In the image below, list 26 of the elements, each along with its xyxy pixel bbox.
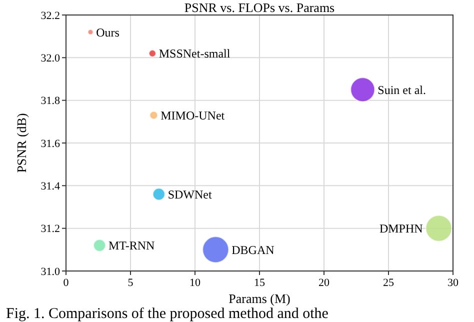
y-tick-label: 31.0 xyxy=(40,266,60,278)
series-label: Ours xyxy=(96,25,120,40)
chart-title: PSNR vs. FLOPs vs. Params xyxy=(184,0,335,15)
x-tick-label: 20 xyxy=(318,277,330,289)
y-tick-label: 31.2 xyxy=(40,223,60,236)
y-tick-label: 32.0 xyxy=(40,52,60,65)
x-tick-label: 15 xyxy=(254,277,266,289)
x-tick-label: 25 xyxy=(383,277,394,289)
x-tick-label: 10 xyxy=(190,277,201,289)
y-tick-label: 31.4 xyxy=(40,180,60,193)
series-label: DMPHN xyxy=(379,222,424,236)
series-label: SDWNet xyxy=(168,187,212,202)
series-label: MSSNet-small xyxy=(158,46,231,61)
series-label: DBGAN xyxy=(232,242,275,257)
x-tick-label: 0 xyxy=(63,277,70,289)
y-tick-label: 31.6 xyxy=(40,138,60,150)
caption: Fig. 1. Comparisons of the proposed method and othe xyxy=(6,306,329,322)
y-axis-title: PSNR (dB) xyxy=(14,113,29,173)
series-label: MIMO-UNet xyxy=(160,108,226,122)
x-axis-title: Params (M) xyxy=(228,291,290,306)
x-tick-label: 30 xyxy=(448,277,459,289)
y-tick-label: 31.8 xyxy=(40,95,60,108)
y-tick-label: 32.2 xyxy=(40,10,60,22)
x-tick-label: 5 xyxy=(128,277,134,289)
series-label: MT-RNN xyxy=(108,238,156,253)
series-label: Suin et al. xyxy=(378,82,426,97)
